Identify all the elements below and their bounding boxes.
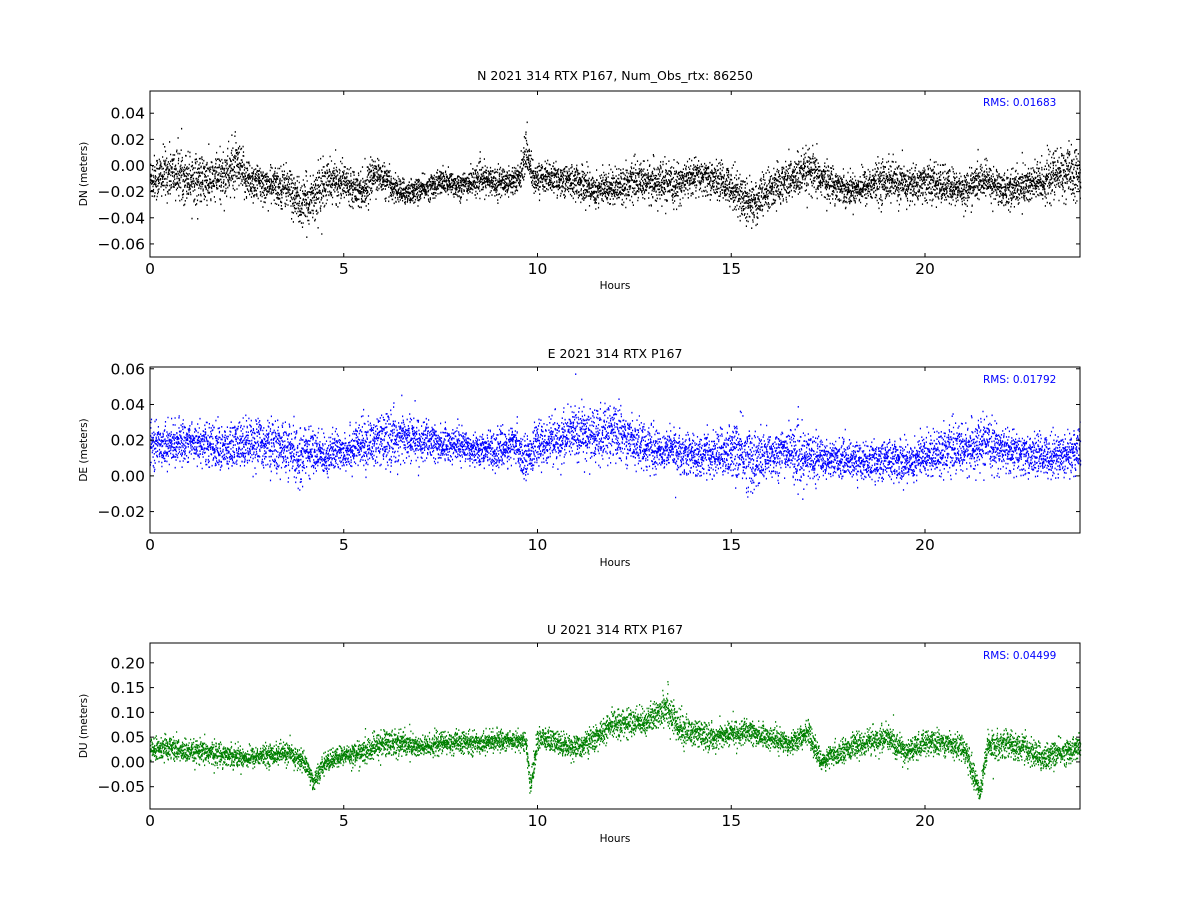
panel-east-xtick-label: 10 <box>528 536 548 554</box>
panel-up-ticks: 0 5 10 15 20 −0.05 0.00 0.05 0.10 0.15 0.20 <box>98 643 1080 830</box>
panel-north: N 2021 314 RTX P167, Num_Obs_rtx: 86250 … <box>78 68 1082 292</box>
panel-north-xlabel: Hours <box>600 280 631 292</box>
panel-north-rms: RMS: 0.01683 <box>983 97 1056 109</box>
panel-up-ytick-label: −0.05 <box>98 778 146 796</box>
panel-up-ytick-label: 0.15 <box>110 679 145 697</box>
panel-up-xtick-label: 20 <box>915 812 935 830</box>
panel-up-xtick-label: 5 <box>339 812 349 830</box>
panel-north-title: N 2021 314 RTX P167, Num_Obs_rtx: 86250 <box>477 68 753 83</box>
panel-east-ytick-label: 0.04 <box>110 396 145 414</box>
panel-north-ytick-label: 0.02 <box>110 131 145 149</box>
panel-north-ytick-label: −0.06 <box>98 235 146 253</box>
panel-up-data-points <box>150 681 1082 800</box>
panel-up-points <box>150 681 1082 800</box>
panel-north-ticks: 0 5 10 15 20 −0.06 −0.04 −0.02 0.00 0.02 0.04 <box>98 91 1080 278</box>
panel-up-ylabel: DU (meters) <box>78 694 90 758</box>
panel-north-xtick-label: 5 <box>339 260 349 278</box>
panel-north-ytick-label: −0.04 <box>98 209 146 227</box>
panel-east-ytick-label: 0.06 <box>110 360 145 378</box>
panel-up: U 2021 314 RTX P167 0 5 10 15 20 −0.05 0.00 0.0… <box>78 622 1082 845</box>
panel-north-axes-frame <box>149 90 1081 258</box>
panel-north-ytick-label: −0.02 <box>98 183 146 201</box>
panel-east-xtick-label: 0 <box>145 536 155 554</box>
panel-up-xtick-label: 10 <box>528 812 548 830</box>
panel-east-title: E 2021 314 RTX P167 <box>548 346 683 361</box>
panel-east-ticks: 0 5 10 15 20 −0.02 0.00 0.02 0.04 0.06 <box>98 360 1080 554</box>
panel-east-ytick-label: −0.02 <box>98 503 146 521</box>
panel-east-ytick-label: 0.02 <box>110 432 145 450</box>
panel-east: E 2021 314 RTX P167 0 5 10 15 20 −0.02 0.00 0.0… <box>78 346 1082 569</box>
panel-up-xtick-label: 0 <box>145 812 155 830</box>
panel-east-xtick-label: 20 <box>915 536 935 554</box>
panel-east-points <box>149 373 1082 500</box>
panel-north-xtick-label: 15 <box>721 260 741 278</box>
panel-up-ytick-label: 0.00 <box>110 753 145 771</box>
panel-east-data-points <box>149 373 1082 500</box>
panel-east-rms: RMS: 0.01792 <box>983 374 1056 386</box>
panel-north-ylabel: DN (meters) <box>78 142 90 207</box>
panel-north-ytick-label: 0.00 <box>110 157 145 175</box>
panel-up-ytick-label: 0.05 <box>110 729 145 747</box>
panel-east-xlabel: Hours <box>600 557 631 569</box>
panel-up-rms: RMS: 0.04499 <box>983 650 1056 662</box>
panel-east-ytick-label: 0.00 <box>110 467 145 485</box>
panel-up-ytick-label: 0.20 <box>110 654 145 672</box>
panel-north-xtick-label: 10 <box>528 260 548 278</box>
panel-north-ytick-label: 0.04 <box>110 105 145 123</box>
panel-north-xtick-label: 0 <box>145 260 155 278</box>
panel-east-xtick-label: 15 <box>721 536 741 554</box>
panel-east-xtick-label: 5 <box>339 536 349 554</box>
panel-north-points <box>150 121 1082 238</box>
panel-north-data-points <box>150 121 1082 238</box>
panel-east-axes-frame <box>149 366 1081 534</box>
panel-up-title: U 2021 314 RTX P167 <box>547 622 683 637</box>
panel-up-xlabel: Hours <box>600 833 631 845</box>
panel-up-ytick-label: 0.10 <box>110 704 145 722</box>
panel-up-xtick-label: 15 <box>721 812 741 830</box>
panel-up-axes-frame <box>149 642 1081 810</box>
panel-east-ylabel: DE (meters) <box>78 418 90 481</box>
panel-north-xtick-label: 20 <box>915 260 935 278</box>
